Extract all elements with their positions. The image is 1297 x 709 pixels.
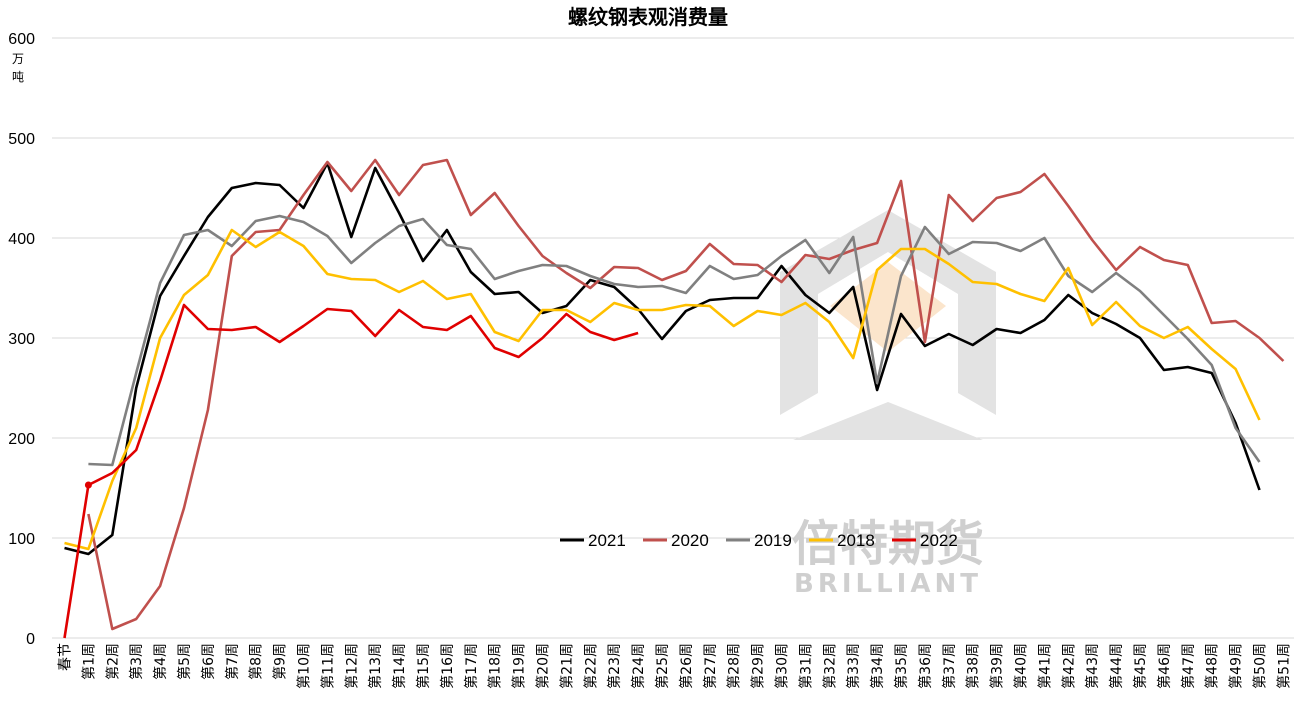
x-tick-label: 第36周	[917, 643, 934, 689]
x-tick-label: 第14周	[391, 643, 408, 689]
x-tick-label: 第40周	[1013, 643, 1030, 689]
y-axis-ticks: 0 100 200 300 400 500 600	[8, 31, 35, 648]
series-2019	[88, 214, 1261, 467]
series-marker-2022	[84, 481, 92, 489]
x-tick-label: 第16周	[439, 643, 456, 689]
series-2021	[64, 161, 1261, 556]
x-tick-label: 第8周	[248, 643, 265, 680]
x-tick-label: 第41周	[1036, 643, 1053, 689]
x-tick-label: 第46周	[1156, 643, 1173, 689]
x-tick-label: 第47周	[1180, 643, 1197, 689]
x-tick-label: 第30周	[774, 643, 791, 689]
series-line-2019	[88, 214, 1261, 467]
x-tick-label: 第1周	[80, 643, 97, 680]
x-tick-label: 第38周	[965, 643, 982, 689]
x-tick-label: 第13周	[367, 643, 384, 689]
x-tick-label: 第37周	[941, 643, 958, 689]
series-lines	[63, 158, 1285, 639]
x-tick-label: 第7周	[224, 643, 241, 680]
x-tick-label: 第18周	[487, 643, 504, 689]
x-tick-label: 第48周	[1204, 643, 1221, 689]
x-tick-label: 第42周	[1060, 643, 1077, 689]
y-tick-label: 600	[8, 31, 35, 48]
watermark-text-en: BRILLIANT	[794, 569, 982, 599]
watermark-base	[793, 402, 983, 440]
x-tick-label: 第5周	[176, 643, 193, 680]
x-tick-label: 第32周	[821, 643, 838, 689]
x-tick-label: 第29周	[750, 643, 767, 689]
x-tick-label: 第35周	[893, 643, 910, 689]
y-tick-label: 200	[8, 431, 35, 448]
x-tick-label: 第22周	[582, 643, 599, 689]
x-axis-ticks: 春节 第1周 第2周 第3周 第4周 第5周 第6周 第7周 第8周 第9周 第10周 第11周 第12…	[58, 643, 1293, 689]
x-tick-label: 春节	[58, 643, 74, 671]
y-tick-label: 300	[8, 331, 35, 348]
x-tick-label: 第21周	[558, 643, 575, 689]
legend-label-2018: 2018	[837, 531, 875, 550]
y-tick-label: 0	[26, 631, 35, 648]
x-tick-label: 第39周	[989, 643, 1006, 689]
x-tick-label: 第2周	[104, 643, 121, 680]
x-tick-label: 第51周	[1275, 643, 1292, 689]
legend-label-2021: 2021	[588, 531, 626, 550]
x-tick-label: 第49周	[1228, 643, 1245, 689]
legend: 2021 2020 2019 2018 2022	[560, 531, 958, 550]
legend-label-2022: 2022	[920, 531, 958, 550]
legend-label-2019: 2019	[754, 531, 792, 550]
legend-label-2020: 2020	[671, 531, 709, 550]
x-tick-label: 第6周	[200, 643, 217, 680]
watermark-text-cn: 倍特期货	[792, 516, 984, 572]
y-tick-label: 500	[8, 131, 35, 148]
series-2022	[63, 303, 639, 639]
x-tick-label: 第45周	[1132, 643, 1149, 689]
y-unit-char-2: 吨	[12, 70, 24, 84]
y-axis-unit-label: 万 吨	[12, 52, 24, 84]
series-line-2021	[64, 161, 1261, 556]
x-tick-label: 第4周	[152, 643, 169, 680]
x-tick-label: 第43周	[1084, 643, 1101, 689]
x-tick-label: 第34周	[869, 643, 886, 689]
x-tick-label: 第23周	[606, 643, 623, 689]
x-tick-label: 第11周	[319, 643, 336, 689]
x-tick-label: 第17周	[463, 643, 480, 689]
y-unit-char-1: 万	[12, 52, 24, 66]
grid-lines	[52, 37, 1294, 639]
x-tick-label: 第50周	[1252, 643, 1269, 689]
x-tick-label: 第27周	[702, 643, 719, 689]
x-tick-label: 第10周	[296, 643, 313, 689]
x-tick-label: 第12周	[343, 643, 360, 689]
series-line-2022	[63, 303, 639, 639]
x-tick-label: 第9周	[272, 643, 289, 680]
x-tick-label: 第15周	[415, 643, 432, 689]
x-tick-label: 第33周	[845, 643, 862, 689]
y-tick-label: 400	[8, 231, 35, 248]
x-tick-label: 第31周	[797, 643, 814, 689]
x-tick-label: 第3周	[128, 643, 145, 680]
x-tick-label: 第24周	[630, 643, 647, 689]
x-tick-label: 第28周	[726, 643, 743, 689]
series-line-2020	[87, 158, 1285, 631]
chart-title: 螺纹钢表观消费量	[568, 5, 728, 29]
series-2020	[87, 158, 1285, 631]
x-tick-label: 第20周	[535, 643, 552, 689]
y-tick-label: 100	[8, 531, 35, 548]
x-tick-label: 第44周	[1108, 643, 1125, 689]
series-2018	[64, 228, 1261, 551]
x-tick-label: 第25周	[654, 643, 671, 689]
x-tick-label: 第19周	[511, 643, 528, 689]
x-tick-label: 第26周	[678, 643, 695, 689]
series-line-2018	[64, 228, 1261, 551]
